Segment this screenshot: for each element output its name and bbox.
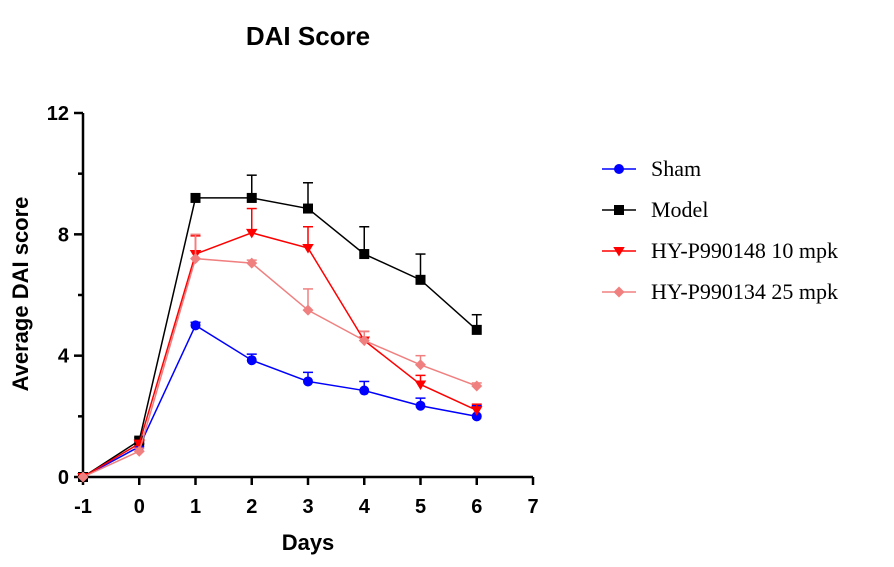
legend-marker <box>613 286 625 298</box>
data-point <box>77 471 89 483</box>
data-point <box>471 324 482 335</box>
data-point <box>415 400 426 411</box>
series-2 <box>77 207 483 483</box>
data-point <box>415 274 426 285</box>
x-tick-label: 7 <box>527 496 538 518</box>
series-line <box>82 257 478 478</box>
legend-marker <box>614 205 624 215</box>
data-point <box>133 445 145 457</box>
x-tick-label: 5 <box>415 496 426 518</box>
data-point <box>246 257 258 269</box>
legend-label: HY-P990148 10 mpk <box>651 238 838 263</box>
data-point <box>414 380 427 390</box>
data-point <box>190 253 201 265</box>
series-line <box>82 197 478 478</box>
y-tick-label: 12 <box>47 103 69 125</box>
data-point <box>246 192 257 203</box>
series-0 <box>78 320 482 482</box>
legend-item-2: HY-P990148 10 mpk <box>602 238 838 263</box>
y-axis-label: Average DAI score <box>8 197 33 392</box>
data-point <box>303 203 313 214</box>
data-point <box>246 228 258 239</box>
legend-item-3: HY-P990134 25 mpk <box>602 279 838 304</box>
data-point <box>303 376 313 387</box>
legend-item-0: Sham <box>602 156 701 181</box>
series-line <box>82 232 478 478</box>
data-point <box>246 355 257 366</box>
x-tick-label: 1 <box>190 496 201 518</box>
series-3 <box>77 233 483 483</box>
y-tick-label: 4 <box>58 346 70 368</box>
legend-label: HY-P990134 25 mpk <box>651 279 838 304</box>
x-tick-label: -1 <box>74 496 92 518</box>
data-point <box>359 385 370 396</box>
y-tick-label: 8 <box>58 224 69 246</box>
data-point <box>190 192 201 203</box>
data-point <box>302 304 314 316</box>
data-point <box>471 380 483 392</box>
data-point <box>302 243 314 254</box>
data-point <box>415 359 426 371</box>
series-line <box>82 324 477 478</box>
x-axis-label: Days <box>282 530 335 555</box>
data-point <box>471 411 482 422</box>
legend-marker <box>614 164 624 174</box>
series-1 <box>78 174 482 482</box>
legend: Sham Model HY-P990148 10 mpk HY-P990134 25 … <box>602 156 838 304</box>
x-tick-label: 3 <box>302 496 313 518</box>
x-tick-label: 0 <box>134 496 145 518</box>
data-point <box>359 249 370 260</box>
legend-marker <box>613 247 625 257</box>
chart-title: DAI Score <box>246 21 370 51</box>
data-point <box>358 335 370 346</box>
data-point <box>190 320 201 331</box>
legend-label: Sham <box>651 156 701 181</box>
y-tick-label: 0 <box>58 467 69 489</box>
x-tick-label: 4 <box>359 496 371 518</box>
legend-label: Model <box>651 197 708 222</box>
x-tick-label: 6 <box>471 496 482 518</box>
x-tick-label: 2 <box>246 496 257 518</box>
legend-item-1: Model <box>602 197 708 222</box>
data-point <box>471 406 483 416</box>
